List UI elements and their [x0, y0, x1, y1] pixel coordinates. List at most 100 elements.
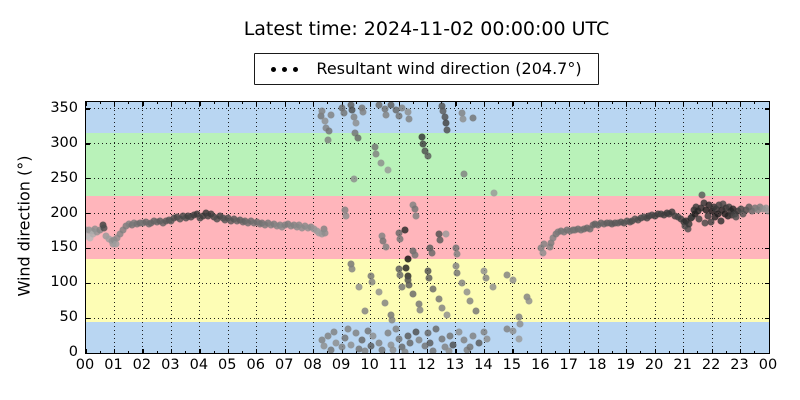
data-point: [466, 297, 474, 305]
axis-tick-y: [86, 317, 90, 319]
data-point: [459, 115, 467, 123]
data-point: [714, 210, 722, 218]
axis-tick-x: [540, 349, 543, 353]
axis-tick-x: [227, 102, 229, 106]
axis-tick-y: [86, 282, 90, 284]
data-point: [480, 267, 488, 275]
gridline-vertical: [256, 102, 258, 353]
data-point: [382, 243, 390, 251]
axis-tick-x: [142, 102, 144, 106]
data-point: [372, 150, 380, 158]
data-point: [350, 113, 357, 121]
legend-label: Resultant wind direction (204.7°): [316, 59, 582, 78]
data-point: [732, 213, 740, 221]
data-point: [320, 225, 328, 233]
gridline-vertical: [113, 102, 115, 353]
data-point: [466, 343, 474, 351]
data-point: [318, 107, 326, 115]
data-point: [482, 274, 490, 282]
data-point: [549, 234, 557, 242]
data-point: [742, 206, 750, 214]
y-tick-label: 200: [50, 204, 78, 221]
data-point: [350, 175, 357, 183]
legend-marker-dot: [282, 66, 288, 72]
data-point: [392, 325, 400, 333]
data-point: [707, 218, 715, 226]
axis-tick-x: [86, 349, 87, 353]
data-point: [421, 147, 429, 155]
axis-minor-tick-x: [242, 351, 244, 353]
data-point: [338, 104, 346, 112]
data-point: [469, 332, 477, 340]
data-point: [764, 207, 769, 215]
data-point: [404, 276, 412, 284]
axis-tick-x: [398, 349, 400, 353]
axis-tick-y: [765, 247, 769, 250]
y-tick-label: 50: [59, 309, 78, 326]
data-point: [452, 262, 460, 270]
data-point: [463, 288, 471, 296]
data-point: [367, 272, 375, 280]
gridline-vertical: [455, 102, 457, 353]
x-tick-label: 05: [218, 357, 237, 373]
x-tick-label: 09: [331, 357, 351, 373]
gridline-vertical: [398, 102, 400, 353]
axis-tick-x: [341, 102, 343, 106]
axis-tick-y: [765, 282, 769, 284]
data-point: [443, 311, 451, 319]
data-point: [712, 205, 720, 213]
x-tick-label: 11: [388, 357, 408, 373]
axis-minor-tick-x: [327, 102, 329, 104]
data-point: [371, 143, 379, 151]
axis-tick-x: [86, 102, 87, 106]
data-point: [404, 255, 412, 263]
data-point: [387, 311, 394, 319]
data-point: [442, 119, 450, 127]
data-point: [116, 230, 124, 238]
axis-tick-x: [341, 349, 343, 353]
gridline-vertical: [626, 102, 628, 353]
data-point: [406, 339, 414, 347]
axis-minor-tick-x: [270, 102, 272, 104]
data-point: [398, 104, 406, 112]
plot-area: [85, 101, 770, 354]
data-point: [539, 249, 547, 257]
data-point: [395, 112, 403, 120]
data-point: [404, 332, 412, 340]
data-point: [455, 328, 463, 336]
data-point: [416, 306, 424, 314]
axis-tick-x: [455, 102, 457, 106]
data-point: [426, 244, 434, 252]
x-tick-label: 20: [644, 357, 664, 373]
axis-tick-x: [455, 349, 457, 353]
gridline-vertical: [540, 102, 542, 353]
data-point: [490, 189, 498, 197]
x-tick-label: 01: [104, 357, 123, 373]
x-tick-label: 23: [730, 357, 749, 373]
axis-tick-x: [654, 349, 656, 353]
data-point: [384, 329, 392, 337]
data-point: [446, 332, 454, 340]
axis-minor-tick-x: [555, 102, 557, 104]
axis-tick-x: [256, 349, 258, 353]
data-point: [359, 108, 367, 116]
axis-tick-x: [597, 349, 599, 353]
data-point: [515, 313, 523, 321]
gridline-horizontal: [86, 282, 769, 284]
data-point: [424, 329, 431, 337]
data-point: [537, 244, 545, 252]
data-point: [321, 229, 329, 237]
axis-tick-x: [199, 102, 201, 106]
data-point: [100, 224, 108, 232]
data-point: [719, 200, 727, 208]
data-point: [472, 307, 480, 315]
axis-tick-y: [86, 213, 90, 215]
data-point: [398, 283, 406, 291]
axis-tick-y: [765, 108, 769, 110]
axis-tick-x: [113, 349, 116, 353]
axis-tick-x: [569, 349, 571, 353]
data-point: [419, 140, 427, 148]
data-point: [421, 342, 429, 350]
data-point: [387, 341, 394, 349]
